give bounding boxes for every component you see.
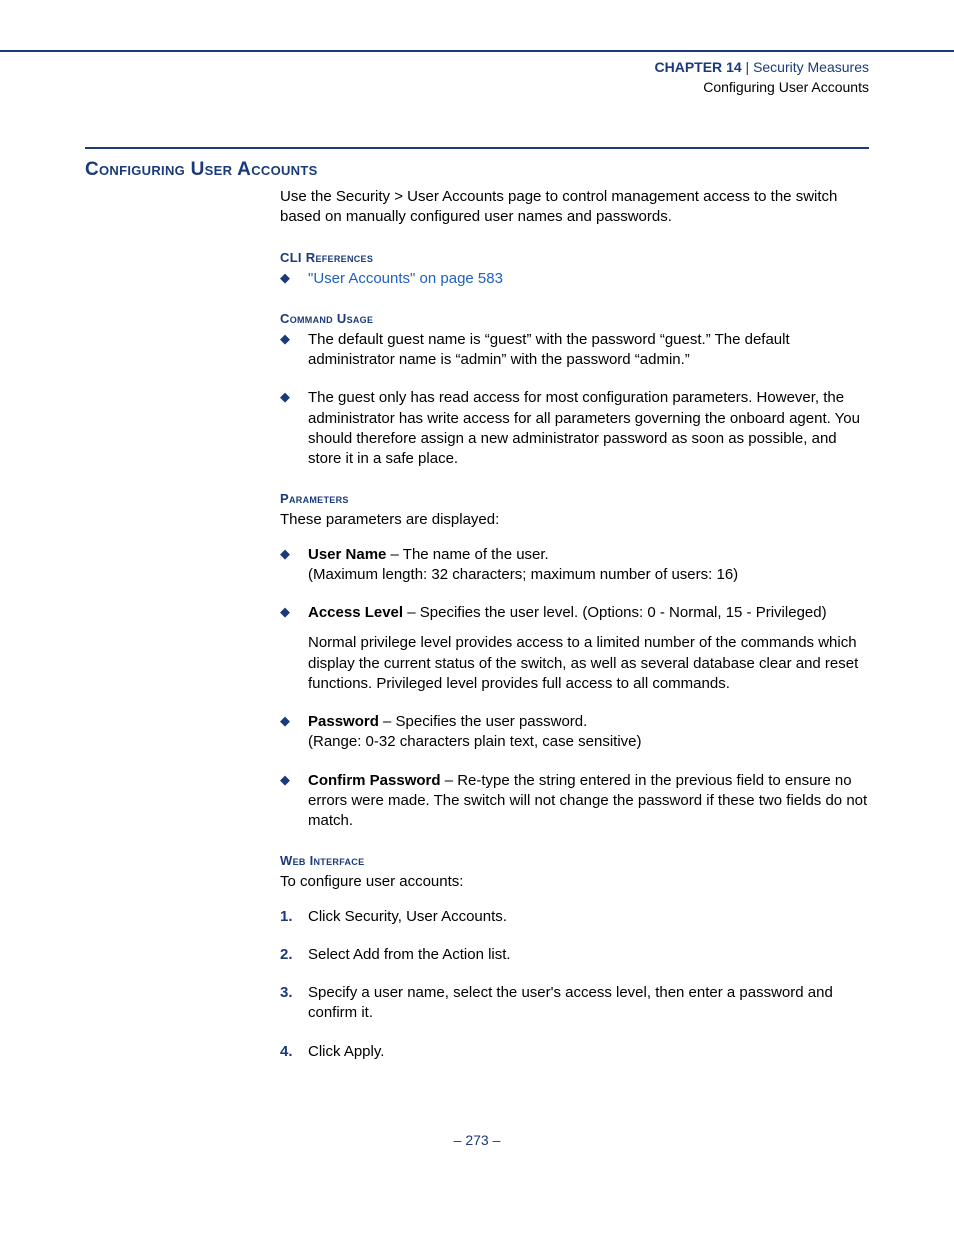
step-item: Specify a user name, select the user's a… <box>280 983 869 1024</box>
command-usage-item: The default guest name is “guest” with t… <box>280 330 869 371</box>
web-interface-heading: Web Interface <box>280 853 869 868</box>
cli-references-list: "User Accounts" on page 583 <box>280 269 869 289</box>
param-desc: – Specifies the user password. <box>379 713 587 730</box>
step-item: Click Apply. <box>280 1042 869 1062</box>
param-term: User Name <box>308 546 386 563</box>
param-term: Password <box>308 713 379 730</box>
section-rule <box>85 147 869 149</box>
chapter-label: CHAPTER 14 <box>654 59 741 75</box>
section-intro: Use the Security > User Accounts page to… <box>280 187 869 228</box>
command-usage-heading: Command Usage <box>280 311 869 326</box>
body-indent: Use the Security > User Accounts page to… <box>280 187 869 1062</box>
command-usage-item: The guest only has read access for most … <box>280 388 869 469</box>
web-interface-steps: Click Security, User Accounts. Select Ad… <box>280 907 869 1062</box>
step-item: Click Security, User Accounts. <box>280 907 869 927</box>
param-term: Confirm Password <box>308 772 441 789</box>
param-desc: – The name of the user. <box>386 546 548 563</box>
parameters-list: User Name – The name of the user. (Maxim… <box>280 545 869 832</box>
cli-references-heading: CLI References <box>280 250 869 265</box>
chapter-line: CHAPTER 14 | Security Measures <box>0 58 869 78</box>
web-interface-intro: To configure user accounts: <box>280 872 869 892</box>
header-divider: | <box>742 59 753 75</box>
parameter-item: User Name – The name of the user. (Maxim… <box>280 545 869 586</box>
chapter-title: Security Measures <box>753 59 869 75</box>
section-title: Configuring User Accounts <box>85 159 869 181</box>
header-subtitle: Configuring User Accounts <box>0 78 869 98</box>
parameters-intro: These parameters are displayed: <box>280 510 869 530</box>
cli-reference-item: "User Accounts" on page 583 <box>280 269 869 289</box>
cli-reference-link[interactable]: "User Accounts" on page 583 <box>308 270 503 287</box>
param-extra: (Range: 0-32 characters plain text, case… <box>308 733 642 750</box>
parameters-heading: Parameters <box>280 491 869 506</box>
param-extra-para: Normal privilege level provides access t… <box>308 633 869 694</box>
parameter-item: Confirm Password – Re-type the string en… <box>280 771 869 832</box>
param-term: Access Level <box>308 604 403 621</box>
parameter-item: Access Level – Specifies the user level.… <box>280 603 869 694</box>
parameter-item: Password – Specifies the user password. … <box>280 712 869 753</box>
running-header: CHAPTER 14 | Security Measures Configuri… <box>0 52 954 97</box>
page-number: – 273 – <box>0 1132 954 1178</box>
chapter-number: 14 <box>726 59 742 75</box>
param-extra: (Maximum length: 32 characters; maximum … <box>308 566 738 583</box>
param-desc: – Specifies the user level. (Options: 0 … <box>403 604 827 621</box>
command-usage-list: The default guest name is “guest” with t… <box>280 330 869 470</box>
step-item: Select Add from the Action list. <box>280 945 869 965</box>
page-content: Configuring User Accounts Use the Securi… <box>85 147 869 1062</box>
